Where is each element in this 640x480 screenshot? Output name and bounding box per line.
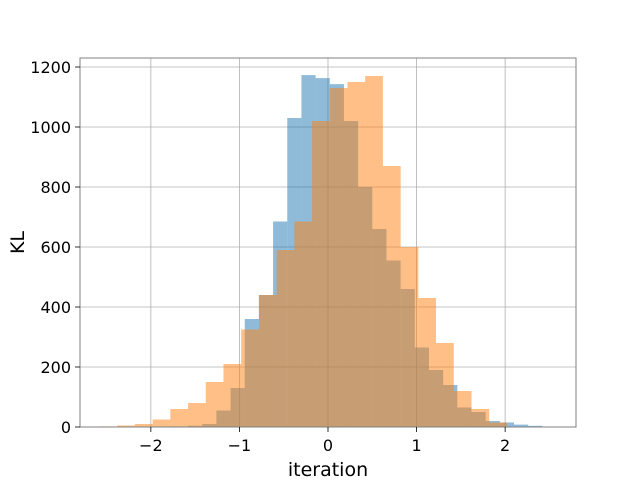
histogram-bar [170, 409, 189, 427]
histogram-bar [205, 382, 224, 427]
histogram-bar [312, 121, 330, 427]
axis-ticks: −2 −1 0 1 2 0 200 400 600 800 1000 1200 [30, 58, 510, 455]
histogram-bar [223, 364, 242, 427]
histogram-bar [276, 250, 295, 427]
histogram-bar [241, 329, 259, 427]
histogram-bar [514, 424, 529, 427]
histogram-bar [188, 403, 206, 427]
histogram-bar [347, 82, 366, 427]
histogram-bar [418, 298, 437, 427]
histogram-series [99, 76, 507, 427]
histogram-bar [134, 424, 153, 427]
histogram-bars [99, 75, 543, 427]
histogram-bar [329, 88, 348, 427]
histogram-bar [489, 422, 507, 427]
x-axis-label: iteration [288, 459, 368, 480]
histogram-bar [528, 425, 543, 427]
histogram-bar [152, 419, 171, 427]
histogram-bar [294, 221, 313, 427]
histogram-bar [365, 76, 383, 427]
histogram-bar [400, 247, 419, 427]
histogram-bar [258, 295, 277, 427]
y-tick-label: 800 [40, 178, 71, 197]
y-tick-label: 200 [40, 358, 71, 377]
y-tick-label: 1000 [30, 118, 71, 137]
x-tick-label: −1 [228, 436, 252, 455]
x-tick-label: 0 [323, 436, 333, 455]
y-axis-label: KL [7, 231, 29, 254]
x-tick-label: 2 [500, 436, 510, 455]
x-tick-label: −2 [139, 436, 163, 455]
histogram-bar [382, 166, 401, 427]
histogram-bar [117, 425, 135, 427]
y-tick-label: 400 [40, 298, 71, 317]
y-tick-label: 600 [40, 238, 71, 257]
histogram-bar [471, 409, 490, 427]
y-tick-label: 1200 [30, 58, 71, 77]
histogram-bar [436, 343, 454, 427]
histogram-bar [453, 391, 472, 427]
y-tick-label: 0 [61, 418, 71, 437]
x-tick-label: 1 [411, 436, 421, 455]
